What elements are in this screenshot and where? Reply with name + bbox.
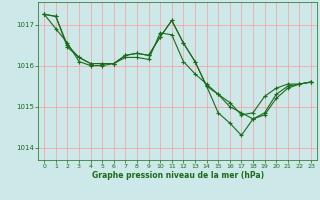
X-axis label: Graphe pression niveau de la mer (hPa): Graphe pression niveau de la mer (hPa): [92, 171, 264, 180]
